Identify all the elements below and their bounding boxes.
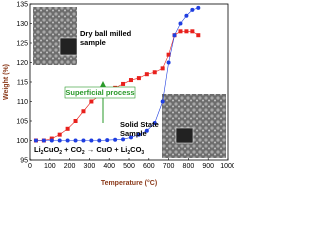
x-tick-label: 300 bbox=[84, 163, 96, 170]
x-tick-label: 200 bbox=[64, 163, 76, 170]
annotation: Sample bbox=[120, 129, 147, 138]
x-tick-label: 1000 bbox=[220, 163, 234, 170]
eq-part: CO bbox=[130, 145, 141, 154]
point bbox=[81, 109, 86, 114]
annotation: sample bbox=[80, 38, 106, 47]
point bbox=[172, 33, 177, 38]
point bbox=[196, 33, 201, 38]
point bbox=[144, 72, 149, 77]
x-tick-label: 800 bbox=[183, 163, 195, 170]
sem-image bbox=[162, 94, 226, 158]
sem-inset bbox=[175, 127, 194, 144]
point bbox=[178, 29, 183, 34]
x-tick-label: 700 bbox=[163, 163, 175, 170]
annotation-box bbox=[64, 86, 136, 99]
eq-sub: 2 bbox=[41, 150, 44, 156]
point bbox=[49, 138, 54, 143]
x-tick-label: 900 bbox=[202, 163, 214, 170]
y-tick-label: 110 bbox=[17, 99, 28, 106]
point bbox=[166, 52, 171, 57]
point bbox=[166, 60, 171, 65]
point bbox=[136, 76, 141, 81]
eq-part: Li bbox=[34, 145, 41, 154]
y-tick-label: 105 bbox=[16, 118, 28, 125]
point bbox=[190, 7, 195, 12]
point bbox=[73, 119, 78, 123]
eq-sub: 2 bbox=[127, 150, 130, 156]
x-tick-label: 500 bbox=[123, 163, 135, 170]
sem-inset bbox=[59, 37, 78, 56]
point bbox=[89, 99, 94, 104]
y-tick-label: 115 bbox=[17, 79, 28, 86]
annotation: Dry ball milled bbox=[80, 29, 132, 38]
point bbox=[81, 138, 86, 143]
point bbox=[89, 138, 94, 143]
point bbox=[184, 13, 189, 18]
point bbox=[121, 137, 126, 142]
point bbox=[65, 138, 70, 143]
eq-part: CuO bbox=[43, 145, 59, 154]
eq-sub: 2 bbox=[59, 150, 62, 156]
eq-part: → CuO + Li bbox=[85, 145, 128, 154]
y-tick-label: 135 bbox=[16, 1, 28, 8]
x-tick-label: 600 bbox=[143, 163, 155, 170]
point bbox=[190, 29, 195, 34]
point bbox=[160, 66, 165, 71]
y-tick-label: 95 bbox=[20, 157, 28, 164]
point bbox=[73, 138, 78, 143]
x-axis-label: Temperature (°C) bbox=[101, 179, 157, 187]
y-tick-label: 100 bbox=[16, 138, 28, 145]
point bbox=[136, 132, 141, 137]
point bbox=[97, 138, 102, 143]
sem-image bbox=[33, 7, 77, 65]
point bbox=[105, 138, 110, 143]
point bbox=[196, 5, 201, 10]
eq-part: + CO bbox=[62, 145, 82, 154]
x-tick-label: 400 bbox=[103, 163, 115, 170]
y-tick-label: 130 bbox=[16, 21, 28, 28]
point bbox=[57, 132, 62, 137]
point bbox=[178, 21, 183, 26]
y-tick-label: 120 bbox=[16, 60, 28, 67]
point bbox=[160, 99, 165, 104]
eq-sub: 3 bbox=[141, 150, 144, 156]
eq-sub: 2 bbox=[82, 150, 85, 156]
annotation: Superficial process bbox=[65, 88, 134, 97]
equation: Li2CuO2 + CO2 → CuO + Li2CO3 bbox=[34, 145, 144, 156]
point bbox=[113, 137, 118, 142]
point bbox=[128, 78, 133, 83]
arrow-head bbox=[100, 81, 106, 87]
point bbox=[41, 138, 46, 143]
y-axis-label: Weight (%) bbox=[3, 64, 10, 100]
point bbox=[121, 81, 126, 86]
annotation: Solid State bbox=[120, 120, 159, 129]
point bbox=[65, 126, 70, 131]
point bbox=[144, 128, 149, 133]
point bbox=[184, 29, 189, 34]
y-tick-label: 125 bbox=[16, 40, 28, 47]
chart: Superficial process Dry ball milled samp… bbox=[3, 1, 234, 187]
point bbox=[152, 120, 157, 125]
point bbox=[57, 138, 62, 143]
point bbox=[128, 135, 133, 140]
point bbox=[152, 70, 157, 75]
x-tick-label: 0 bbox=[28, 163, 32, 170]
point bbox=[33, 138, 38, 143]
x-tick-label: 100 bbox=[44, 163, 56, 170]
